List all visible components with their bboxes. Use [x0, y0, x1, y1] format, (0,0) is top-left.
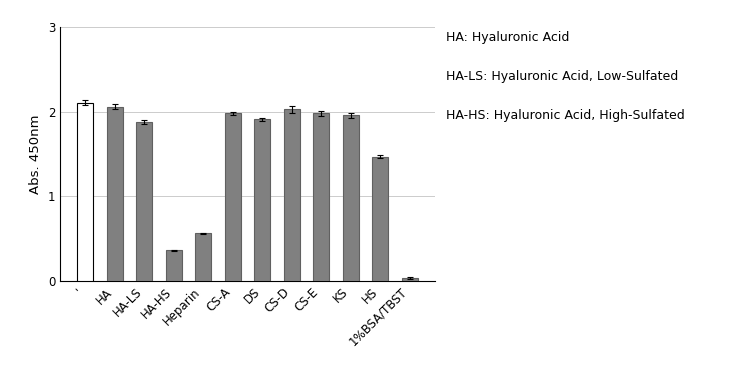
Bar: [254, 119, 270, 281]
Bar: [77, 103, 93, 281]
Bar: [166, 250, 182, 281]
Bar: [136, 122, 152, 281]
Bar: [195, 234, 211, 281]
Bar: [314, 113, 329, 281]
Text: HA-HS: Hyaluronic Acid, High-Sulfated: HA-HS: Hyaluronic Acid, High-Sulfated: [446, 109, 685, 122]
Text: HA-LS: Hyaluronic Acid, Low-Sulfated: HA-LS: Hyaluronic Acid, Low-Sulfated: [446, 70, 679, 83]
Bar: [343, 115, 359, 281]
Bar: [372, 156, 388, 281]
Bar: [284, 109, 300, 281]
Text: HA: Hyaluronic Acid: HA: Hyaluronic Acid: [446, 31, 570, 44]
Bar: [402, 278, 418, 281]
Bar: [225, 113, 241, 281]
Bar: [106, 107, 123, 281]
Y-axis label: Abs. 450nm: Abs. 450nm: [29, 114, 42, 194]
